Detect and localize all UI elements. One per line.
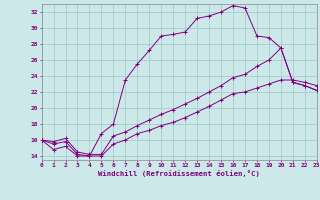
- X-axis label: Windchill (Refroidissement éolien,°C): Windchill (Refroidissement éolien,°C): [98, 170, 260, 177]
